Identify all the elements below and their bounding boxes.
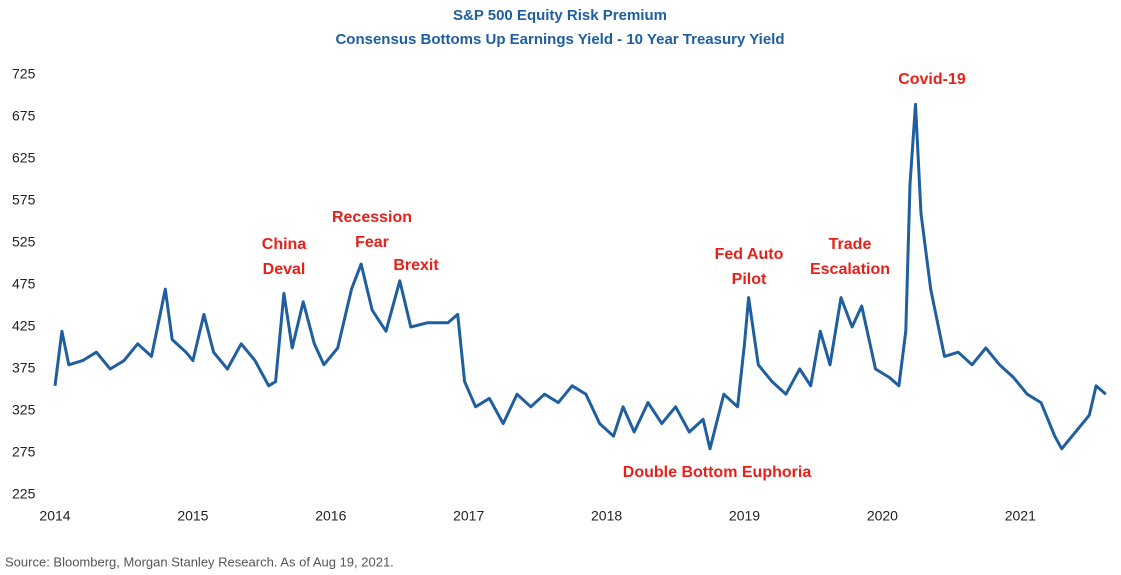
- annotation: Pilot: [732, 271, 767, 288]
- y-tick-label: 725: [12, 66, 36, 82]
- annotation: Brexit: [393, 257, 439, 274]
- y-tick-label: 675: [12, 108, 36, 124]
- x-tick-label: 2017: [453, 508, 484, 524]
- x-tick-label: 2015: [177, 508, 208, 524]
- x-tick-label: 2014: [39, 508, 70, 524]
- annotation: Fed Auto: [715, 246, 784, 263]
- x-tick-label: 2020: [867, 508, 898, 524]
- annotation: Deval: [263, 261, 306, 278]
- y-tick-label: 625: [12, 150, 36, 166]
- x-tick-label: 2021: [1005, 508, 1036, 524]
- source-note: Source: Bloomberg, Morgan Stanley Resear…: [5, 554, 394, 569]
- chart-subtitle: Consensus Bottoms Up Earnings Yield - 10…: [335, 31, 784, 48]
- annotation: Covid-19: [898, 71, 966, 88]
- y-tick-label: 375: [12, 360, 36, 376]
- chart-title: S&P 500 Equity Risk Premium: [453, 7, 667, 24]
- y-tick-label: 325: [12, 402, 36, 418]
- annotation: Fear: [355, 234, 389, 251]
- y-tick-label: 525: [12, 234, 36, 250]
- y-tick-label: 575: [12, 192, 36, 208]
- data-line: [53, 102, 1107, 451]
- y-tick-label: 475: [12, 276, 36, 292]
- x-tick-label: 2018: [591, 508, 622, 524]
- annotation: China: [262, 236, 307, 253]
- x-tick-label: 2016: [315, 508, 346, 524]
- annotation: Escalation: [810, 261, 890, 278]
- annotation: Recession: [332, 209, 412, 226]
- annotation: Trade: [829, 236, 872, 253]
- annotation: Double Bottom Euphoria: [623, 464, 812, 481]
- y-tick-label: 425: [12, 318, 36, 334]
- x-tick-label: 2019: [729, 508, 760, 524]
- y-tick-label: 225: [12, 486, 36, 502]
- y-tick-label: 275: [12, 444, 36, 460]
